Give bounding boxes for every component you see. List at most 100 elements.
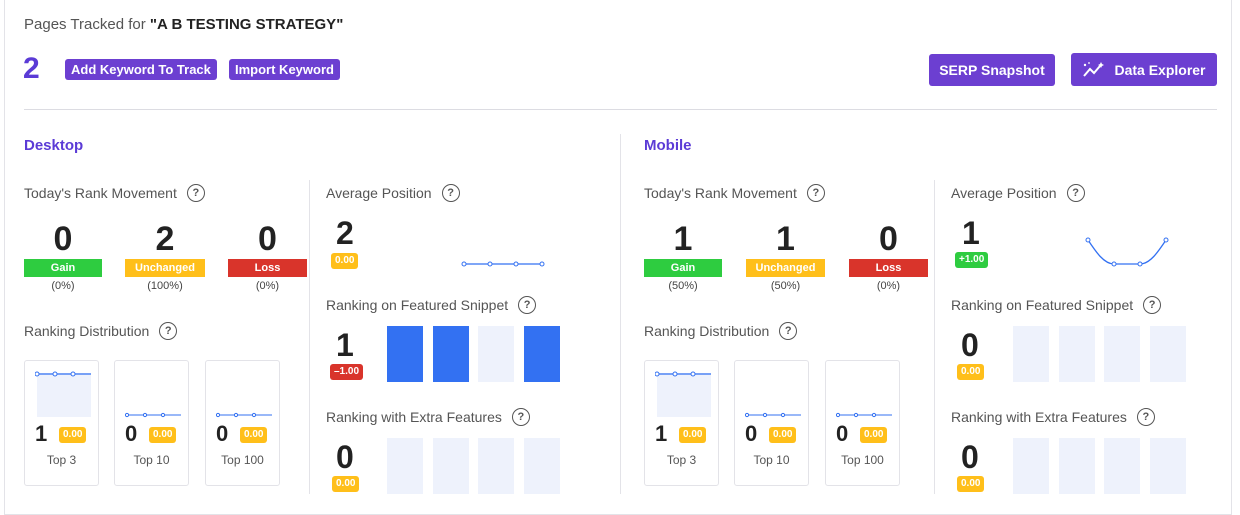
- tracked-pages-count: 2: [23, 52, 40, 85]
- indicator-bar: [1104, 326, 1140, 382]
- sparkline-area: [657, 373, 711, 417]
- distribution-change: 0.00: [860, 427, 888, 443]
- gain-percent: (50%): [668, 280, 698, 292]
- trend-sparkle-icon: [1083, 61, 1105, 77]
- help-icon[interactable]: ?: [441, 184, 460, 202]
- desktop-gain-stat: 0 Gain (0%): [24, 220, 102, 292]
- header-divider: [24, 109, 1217, 110]
- mobile-avg-position-heading: Average Position ?: [951, 184, 1085, 202]
- avg-position-value: 1: [962, 215, 980, 251]
- featured-snippet-label: Ranking on Featured Snippet: [326, 297, 509, 313]
- help-icon[interactable]: ?: [1066, 184, 1085, 202]
- distribution-card-top3[interactable]: 1 0.00 Top 3: [644, 360, 719, 486]
- help-icon[interactable]: ?: [186, 184, 205, 202]
- distribution-card-top10[interactable]: 0 0.00 Top 10: [734, 360, 809, 486]
- sparkline: [745, 412, 801, 418]
- mobile-section-title: Mobile: [644, 137, 692, 154]
- unchanged-tag: Unchanged: [746, 259, 825, 277]
- help-icon[interactable]: ?: [1136, 408, 1155, 426]
- distribution-label: Top 3: [46, 453, 77, 467]
- avg-position-sparkline: [461, 261, 545, 267]
- indicator-bar: [432, 438, 469, 494]
- title-prefix: Pages Tracked for: [24, 16, 150, 33]
- loss-tag: Loss: [849, 259, 928, 277]
- gain-value: 1: [673, 220, 693, 258]
- featured-snippet-value: 1: [336, 327, 354, 363]
- desktop-distribution-heading: Ranking Distribution ?: [24, 322, 178, 340]
- distribution-label: Top 10: [133, 453, 170, 467]
- mobile-loss-stat: 0 Loss (0%): [849, 220, 928, 292]
- avg-position-label: Average Position: [326, 185, 432, 201]
- desktop-unchanged-stat: 2 Unchanged (100%): [125, 220, 205, 292]
- help-icon[interactable]: ?: [159, 322, 178, 340]
- indicator-bar: [1058, 438, 1095, 494]
- page-title: Pages Tracked for "A B TESTING STRATEGY": [24, 16, 343, 33]
- indicator-bar: [478, 326, 514, 382]
- distribution-card-top3[interactable]: 1 0.00 Top 3: [24, 360, 99, 486]
- unchanged-percent: (100%): [147, 280, 183, 292]
- desktop-featured-snippet-heading: Ranking on Featured Snippet ?: [326, 296, 537, 314]
- distribution-card-top10[interactable]: 0 0.00 Top 10: [114, 360, 189, 486]
- sparkline: [216, 412, 272, 418]
- extra-features-label: Ranking with Extra Features: [951, 409, 1127, 425]
- rank-movement-label: Today's Rank Movement: [644, 185, 797, 201]
- indicator-bar: [1058, 326, 1095, 382]
- mobile-extra-features-heading: Ranking with Extra Features ?: [951, 408, 1155, 426]
- sparkline: [655, 371, 711, 377]
- sparkline: [125, 412, 181, 418]
- indicator-bar: [1149, 438, 1186, 494]
- distribution-label: Top 10: [753, 453, 790, 467]
- distribution-label: Ranking Distribution: [644, 323, 770, 339]
- extra-features-value: 0: [961, 439, 979, 475]
- sparkline: [836, 412, 892, 418]
- gain-tag: Gain: [24, 259, 102, 277]
- unchanged-tag: Unchanged: [125, 259, 205, 277]
- distribution-count: 1: [35, 421, 48, 446]
- distribution-change: 0.00: [240, 427, 268, 443]
- desktop-extra-features-heading: Ranking with Extra Features ?: [326, 408, 530, 426]
- title-keyword: "A B TESTING STRATEGY": [149, 16, 344, 33]
- extra-features-change: 0.00: [332, 476, 360, 492]
- mobile-column-divider: [934, 180, 935, 494]
- help-icon[interactable]: ?: [806, 184, 825, 202]
- help-icon[interactable]: ?: [511, 408, 530, 426]
- section-divider: [620, 134, 621, 494]
- loss-tag: Loss: [228, 259, 307, 277]
- indicator-bar: [1149, 326, 1186, 382]
- help-icon[interactable]: ?: [1143, 296, 1162, 314]
- mobile-unchanged-stat: 1 Unchanged (50%): [746, 220, 825, 292]
- data-explorer-button[interactable]: Data Explorer: [1071, 53, 1217, 86]
- rank-movement-label: Today's Rank Movement: [24, 185, 177, 201]
- avg-position-sparkline: [1085, 237, 1169, 267]
- avg-position-label: Average Position: [951, 185, 1057, 201]
- gain-percent: (0%): [51, 280, 75, 292]
- sparkline: [35, 371, 91, 377]
- indicator-bar: [1104, 438, 1140, 494]
- distribution-count: 0: [125, 421, 138, 446]
- distribution-change: 0.00: [149, 427, 177, 443]
- featured-snippet-value: 0: [961, 327, 979, 363]
- help-icon[interactable]: ?: [779, 322, 798, 340]
- gain-tag: Gain: [644, 259, 722, 277]
- desktop-loss-stat: 0 Loss (0%): [228, 220, 307, 292]
- distribution-card-top100[interactable]: 0 0.00 Top 100: [205, 360, 280, 486]
- distribution-label: Top 100: [841, 453, 884, 467]
- unchanged-percent: (50%): [770, 280, 801, 292]
- extra-features-label: Ranking with Extra Features: [326, 409, 502, 425]
- indicator-bar: [478, 438, 514, 494]
- extra-features-change: 0.00: [957, 476, 985, 492]
- avg-position-change: +1.00: [955, 252, 989, 268]
- serp-snapshot-button[interactable]: SERP Snapshot: [929, 54, 1055, 86]
- loss-value: 0: [258, 220, 277, 258]
- data-explorer-label: Data Explorer: [1114, 61, 1206, 78]
- help-icon[interactable]: ?: [518, 296, 537, 314]
- desktop-column-divider: [309, 180, 310, 494]
- distribution-card-top100[interactable]: 0 0.00 Top 100: [825, 360, 900, 486]
- distribution-count: 0: [745, 421, 758, 446]
- add-keyword-button[interactable]: Add Keyword To Track: [65, 59, 217, 80]
- featured-snippet-change: 0.00: [957, 364, 985, 380]
- desktop-rank-movement-heading: Today's Rank Movement ?: [24, 184, 205, 202]
- avg-position-value: 2: [336, 215, 354, 251]
- import-keyword-button[interactable]: Import Keyword: [229, 59, 340, 80]
- distribution-label: Top 3: [666, 453, 697, 467]
